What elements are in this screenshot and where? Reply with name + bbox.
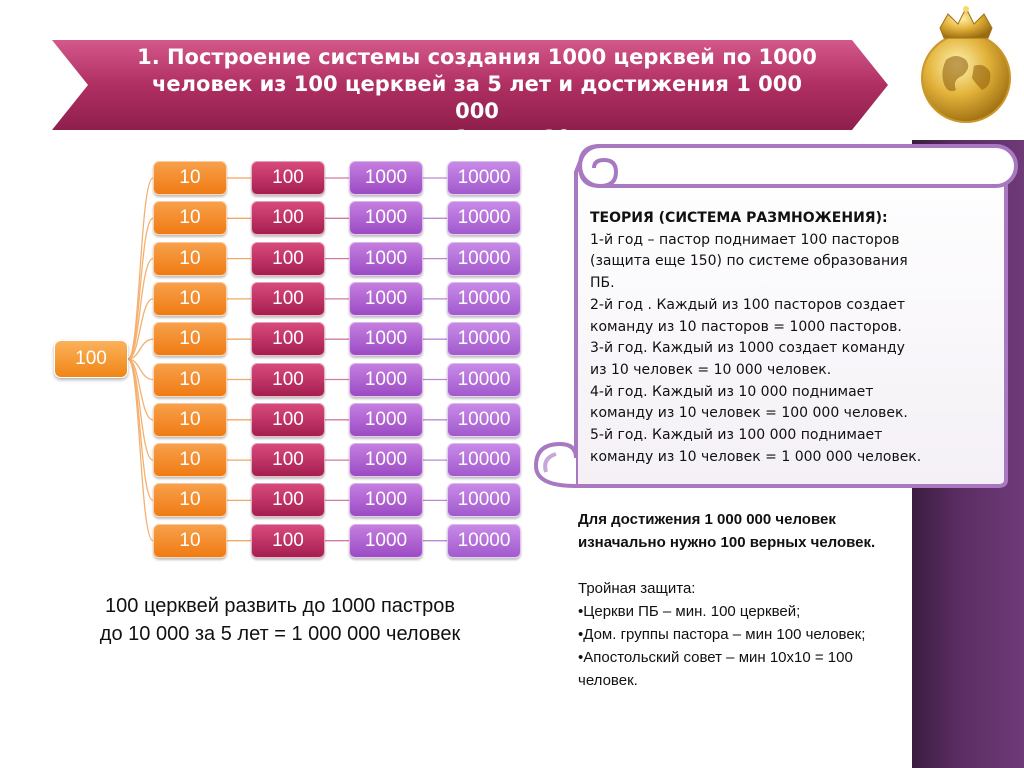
requirement-line: Для достижения 1 000 000 человек [578,511,836,528]
tree-node: 10 [153,362,227,397]
theory-line: команду из 10 человек = 1 000 000 челове… [590,448,922,465]
tree-node: 1000 [349,201,423,236]
ribbon-shape [52,40,888,130]
protection-list: •Церкви ПБ – мин. 100 церквей; •Дом. груп… [578,600,998,692]
tree-node: 100 [251,402,325,437]
protection-title: Тройная защита: [578,580,696,597]
theory-line: 3-й год. Каждый из 1000 создает команду [590,340,905,357]
tree-node: 10000 [447,523,521,558]
tree-node: 10 [153,443,227,478]
protection-text: Для достижения 1 000 000 человек изначал… [578,508,998,692]
theory-scroll [532,142,1024,494]
tree-node: 1000 [349,281,423,316]
tree-node: 1000 [349,322,423,357]
tree-node: 100 [251,201,325,236]
protection-item: человек. [578,672,638,689]
requirement-line: изначально нужно 100 верных человек. [578,534,876,551]
tree-node: 100 [251,443,325,478]
theory-title: ТЕОРИЯ (СИСТЕМА РАЗМНОЖЕНИЯ): [590,210,888,226]
tree-node: 10 [153,483,227,518]
tree-node: 1000 [349,241,423,276]
tree-root-node: 100 [54,340,128,378]
summary-line: 100 церквей развить до 1000 пастров [105,595,455,617]
spacer [578,554,998,577]
theory-line: команду из 10 человек = 100 000 человек. [590,405,908,422]
protection-item: •Апостольский совет – мин 10х10 = 100 [578,649,853,666]
tree-node: 10 [153,201,227,236]
root-connector [127,257,154,360]
tree-connectors [127,177,447,542]
tree-node: 10 [153,523,227,558]
tree-node: 10 [153,241,227,276]
theory-text: ТЕОРИЯ (СИСТЕМА РАЗМНОЖЕНИЯ): 1-й год – … [590,208,970,468]
tree-node: 10000 [447,201,521,236]
globe-crown-logo [896,0,1024,140]
root-connector [127,217,154,360]
tree-node: 1000 [349,443,423,478]
tree-node: 100 [251,161,325,195]
tree-node: 100 [251,483,325,518]
root-connector [127,298,154,360]
tree-node: 100 [251,241,325,276]
tree-node: 1000 [349,402,423,437]
summary-text: 100 церквей развить до 1000 пастров до 1… [40,592,520,648]
theory-line: из 10 человек = 10 000 человек. [590,361,832,378]
protection-item: •Церкви ПБ – мин. 100 церквей; [578,603,801,620]
theory-line: 1-й год – пастор поднимает 100 пасторов [590,231,900,248]
tree-node: 100 [251,281,325,316]
root-connector [127,358,154,542]
tree-node: 10000 [447,362,521,397]
tree-node: 10 [153,402,227,437]
theory-line: команду из 10 пасторов = 1000 пасторов. [590,318,902,335]
theory-line: 4-й год. Каждый из 10 000 поднимает [590,383,874,400]
root-connector [127,358,154,421]
tree-node: 100 [251,322,325,357]
tree-node: 1000 [349,483,423,518]
protection-item: •Дом. группы пастора – мин 100 человек; [578,626,866,643]
tree-node: 10000 [447,483,521,518]
tree-node: 1000 [349,362,423,397]
growth-tree: 100 10 100 1000 10000 10 100 1000 10000 10 100 100… [0,0,560,580]
tree-node: 10000 [447,402,521,437]
tree-node: 10000 [447,241,521,276]
summary-line: до 10 000 за 5 лет = 1 000 000 человек [99,623,461,645]
title-ribbon: 1. Построение системы создания 1000 церк… [52,40,888,150]
root-connector [127,177,154,360]
root-connector [127,358,154,502]
tree-node: 1000 [349,161,423,195]
tree-node: 10 [153,161,227,195]
tree-node: 10000 [447,161,521,195]
tree-node: 10000 [447,281,521,316]
tree-node: 10000 [447,443,521,478]
tree-node: 10000 [447,322,521,357]
tree-node: 10 [153,281,227,316]
theory-line: ПБ. [590,275,615,292]
tree-node: 100 [251,523,325,558]
tree-node: 1000 [349,523,423,558]
theory-line: 5-й год. Каждый из 100 000 поднимает [590,427,883,444]
root-connector [127,358,154,461]
tree-node: 100 [251,362,325,397]
root-connector [127,338,154,360]
theory-line: (защита еще 150) по системе образования [590,253,908,270]
title-line: 1. Построение системы создания 1000 церк… [137,45,817,69]
theory-lines: 1-й год – пастор поднимает 100 пасторов (… [590,230,970,469]
title-line: человек из 100 церквей за 5 лет и достиж… [152,72,802,123]
theory-line: 2-й год . Каждый из 100 пасторов создает [590,296,906,313]
tree-node: 10 [153,322,227,357]
